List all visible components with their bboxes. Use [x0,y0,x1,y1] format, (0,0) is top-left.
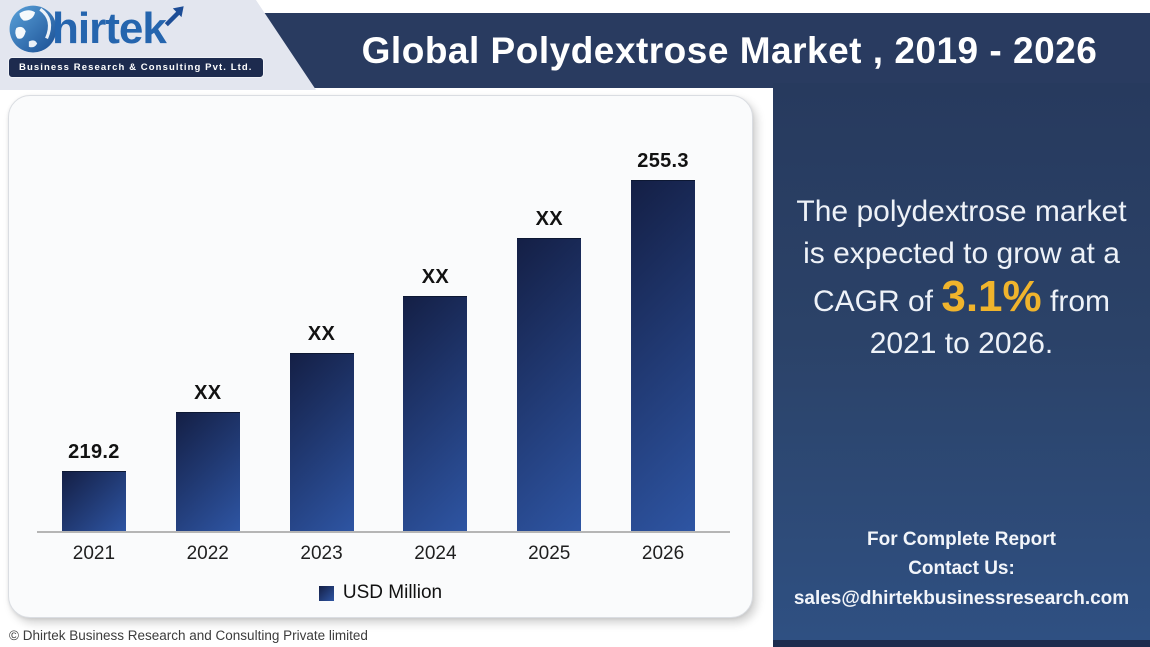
bar-2025 [517,238,582,531]
x-tick-label: 2024 [414,543,457,564]
contact-line-2: Contact Us: [908,558,1015,580]
brand-logo: hirtek [8,4,188,54]
bar-value-label: XX [194,382,222,404]
x-axis-line [37,531,730,533]
bar-2023 [289,353,354,531]
summary-post: from 2021 to 2026. [869,285,1110,360]
page-title: Global Polydextrose Market , 2019 - 2026 [361,29,1098,71]
summary-pre: The polydextrose market is expected to g… [796,195,1127,318]
bar-2021 [61,471,126,531]
contact-email: sales@dhirtekbusinessresearch.com [793,587,1130,609]
bar-2024 [403,296,468,531]
legend-label: USD Million [342,582,443,603]
x-axis-labels: 2021 2022 2023 2024 2025 2026 [37,543,720,565]
bar-chart-card: 219.2 XX XX XX XX 255.3 2021 2022 2023 2024 2025 2… [8,95,753,618]
globe-icon [9,5,57,53]
x-tick-label: 2021 [72,543,116,564]
bar-value-label: XX [421,266,450,288]
chart-legend: USD Million [9,582,752,604]
bar-column-2021: 219.2 [37,96,151,531]
bar-column-2022: XX [151,96,265,531]
x-tick-label: 2026 [641,543,685,564]
plot-area: 219.2 XX XX XX XX 255.3 [37,96,720,531]
legend-swatch-icon [318,585,334,601]
x-tick-label: 2023 [300,543,343,564]
bar-2022 [175,412,240,531]
x-tick-label: 2025 [528,543,571,564]
bar-value-label: XX [307,323,336,345]
bar-2026 [631,180,696,531]
bar-column-2023: XX [265,96,379,531]
bar-column-2024: XX [378,96,492,531]
brand-wordmark: hirtek [52,4,167,53]
brand-logo-area: hirtek Business Research & Consulting Pv… [0,0,316,90]
x-tick-label: 2022 [186,543,229,564]
cagr-summary-text: The polydextrose market is expected to g… [794,191,1130,365]
summary-side-panel: The polydextrose market is expected to g… [773,83,1150,647]
bar-column-2025: XX [492,96,606,531]
contact-line-1: For Complete Report [867,529,1056,550]
copyright-note: © Dhirtek Business Research and Consulti… [9,628,368,643]
bar-column-2026: 255.3 [606,96,720,531]
bar-value-label: XX [535,208,563,230]
cagr-value: 3.1% [941,272,1042,321]
contact-block: For Complete Report Contact Us: sales@dh… [773,525,1150,613]
growth-arrow-icon [164,6,184,27]
bar-value-label: 255.3 [637,150,689,172]
bar-value-label: 219.2 [68,441,120,463]
brand-tagline: Business Research & Consulting Pvt. Ltd. [8,57,264,78]
